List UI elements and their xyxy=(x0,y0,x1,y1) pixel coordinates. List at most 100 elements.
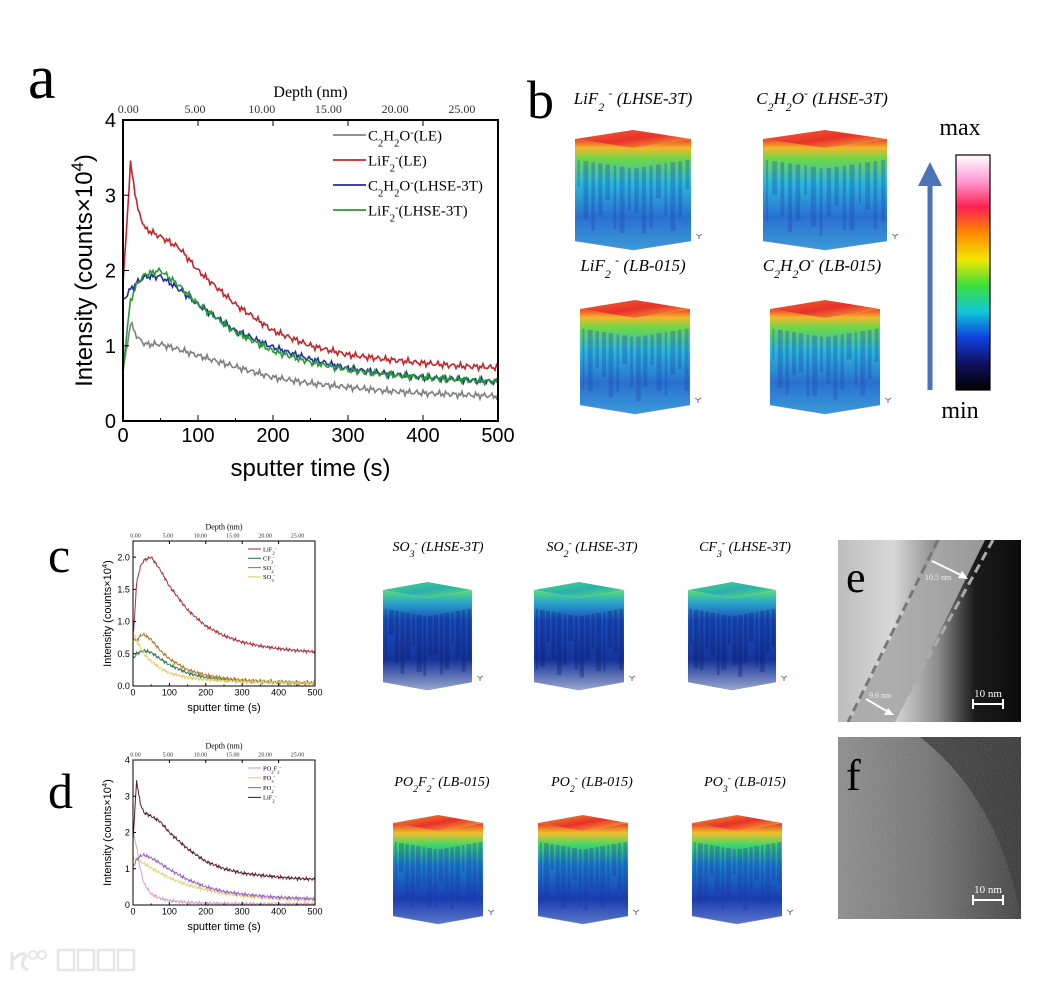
label-part: 2 xyxy=(271,788,274,793)
arrow-head-icon xyxy=(884,708,894,715)
x-tick-label: 100 xyxy=(162,906,177,916)
label-part: (LE) xyxy=(414,128,442,144)
axis-triad-icon xyxy=(887,397,892,401)
series-line-3 xyxy=(132,630,316,687)
depth-tick-label: 25.00 xyxy=(291,533,305,539)
label-part: - xyxy=(395,202,399,213)
cube-top-face xyxy=(688,582,776,598)
cube-front-face xyxy=(580,309,635,414)
series-line-0 xyxy=(122,320,499,402)
cube-label: PO3- (LB-015) xyxy=(703,773,786,795)
cube-top-face xyxy=(692,815,782,831)
label-part: LiF xyxy=(579,256,605,275)
label-part: 3 xyxy=(271,779,274,784)
label-part: H xyxy=(779,256,794,275)
label-part: C xyxy=(756,89,768,108)
cube-top-face xyxy=(575,130,691,148)
label-part: - xyxy=(431,773,434,784)
cube-label: SO3- (LHSE-3T) xyxy=(392,538,483,560)
label-part: F xyxy=(274,765,278,772)
label-part: - xyxy=(274,774,276,779)
tof-cube-d: PO2- (LB-015) xyxy=(537,773,640,925)
scale-bar xyxy=(1002,895,1004,905)
depth-tick-label: 10.00 xyxy=(194,752,208,758)
x-tick-label: 400 xyxy=(406,425,439,447)
x-tick-label: 0 xyxy=(130,906,135,916)
logo-mark xyxy=(10,952,29,972)
label-part: C xyxy=(368,128,378,144)
label-part: F xyxy=(417,775,427,790)
axis-triad-icon xyxy=(786,909,791,913)
cube-side-face xyxy=(427,590,472,690)
x-tick-label: 300 xyxy=(331,425,364,447)
x-tick-label: 500 xyxy=(307,906,322,916)
colorbar-max-label: max xyxy=(939,115,980,141)
legend-label: LiF2-(LE) xyxy=(368,152,427,174)
label-part: 2 xyxy=(394,188,399,199)
label-part: PO xyxy=(703,775,723,790)
label-part: - xyxy=(410,177,414,188)
scale-bar-label: 10 nm xyxy=(974,688,1002,700)
x-tick-label: 400 xyxy=(271,687,286,697)
label-part: (LB-015) xyxy=(815,256,882,275)
x-tick-label: 100 xyxy=(162,687,177,697)
label-part: SO xyxy=(263,565,272,572)
label-part: - xyxy=(811,253,815,267)
cube-side-face xyxy=(825,309,880,414)
label-part: H xyxy=(383,128,394,144)
panel-letter-a: a xyxy=(28,44,56,112)
depth-axis-label: Depth (nm) xyxy=(205,523,242,532)
label-part: (LB-015) xyxy=(578,775,633,790)
legend-label: CF3- xyxy=(263,554,275,564)
label-part: - xyxy=(280,764,282,769)
lattice-texture xyxy=(838,737,1021,919)
series-line-0 xyxy=(132,555,316,655)
cube-front-face xyxy=(763,139,825,250)
axis-triad-icon xyxy=(632,909,637,913)
label-part: PO xyxy=(263,775,272,782)
cube-top-face xyxy=(763,130,887,148)
chart-c: 0 100 200 300 400 500 0.0 0.5 1.0 1.5 2.0 sputter t… xyxy=(99,523,322,714)
label-part: 2 xyxy=(598,100,604,114)
label-part: (LHSE-3T) xyxy=(398,203,467,219)
label-part: CF xyxy=(699,540,717,555)
cube-front-face xyxy=(393,823,438,924)
label-part: LiF xyxy=(573,89,599,108)
watermark-logo xyxy=(10,948,136,972)
depth-tick-label: 20.00 xyxy=(258,752,272,758)
label-part: C xyxy=(763,256,775,275)
label-part: 2 xyxy=(774,267,780,281)
legend-label: LiF2- xyxy=(263,793,277,803)
depth-tick-label: 25.00 xyxy=(291,752,305,758)
label-part: H xyxy=(773,89,788,108)
cube-side-face xyxy=(583,823,628,924)
axis-triad-icon xyxy=(780,675,785,679)
panel-letter-b: b xyxy=(527,70,554,130)
label-part: 2 xyxy=(378,138,383,149)
label-part: O xyxy=(792,89,804,108)
label-part: H xyxy=(383,178,394,194)
label-part: 2 xyxy=(390,163,395,174)
cube-edge xyxy=(579,404,691,415)
label-part: ) xyxy=(102,779,114,783)
cube-label: C2H2O- (LB-015) xyxy=(763,253,882,281)
label-part: - xyxy=(608,86,612,100)
scale-bar-label: 10 nm xyxy=(974,884,1002,896)
label-part: Intensity (counts×10 xyxy=(102,568,114,667)
cube-side-face xyxy=(633,139,691,250)
cube-side-face xyxy=(579,590,624,690)
label-part: (LHSE-3T) xyxy=(414,178,483,194)
label-part: - xyxy=(722,538,725,549)
cube-edge xyxy=(762,240,888,251)
y-tick-label: 2 xyxy=(125,828,130,838)
x-tick-label: 300 xyxy=(235,906,250,916)
label-part: - xyxy=(410,127,414,138)
x-tick-label: 100 xyxy=(181,425,214,447)
y-tick-label: 1.5 xyxy=(117,584,130,594)
label-part: 4 xyxy=(68,162,87,171)
thickness-label: 9.6 nm xyxy=(869,691,892,700)
colorbar-min-label: min xyxy=(941,398,978,424)
sei-layer xyxy=(850,540,985,722)
axis-triad-icon xyxy=(635,909,640,913)
